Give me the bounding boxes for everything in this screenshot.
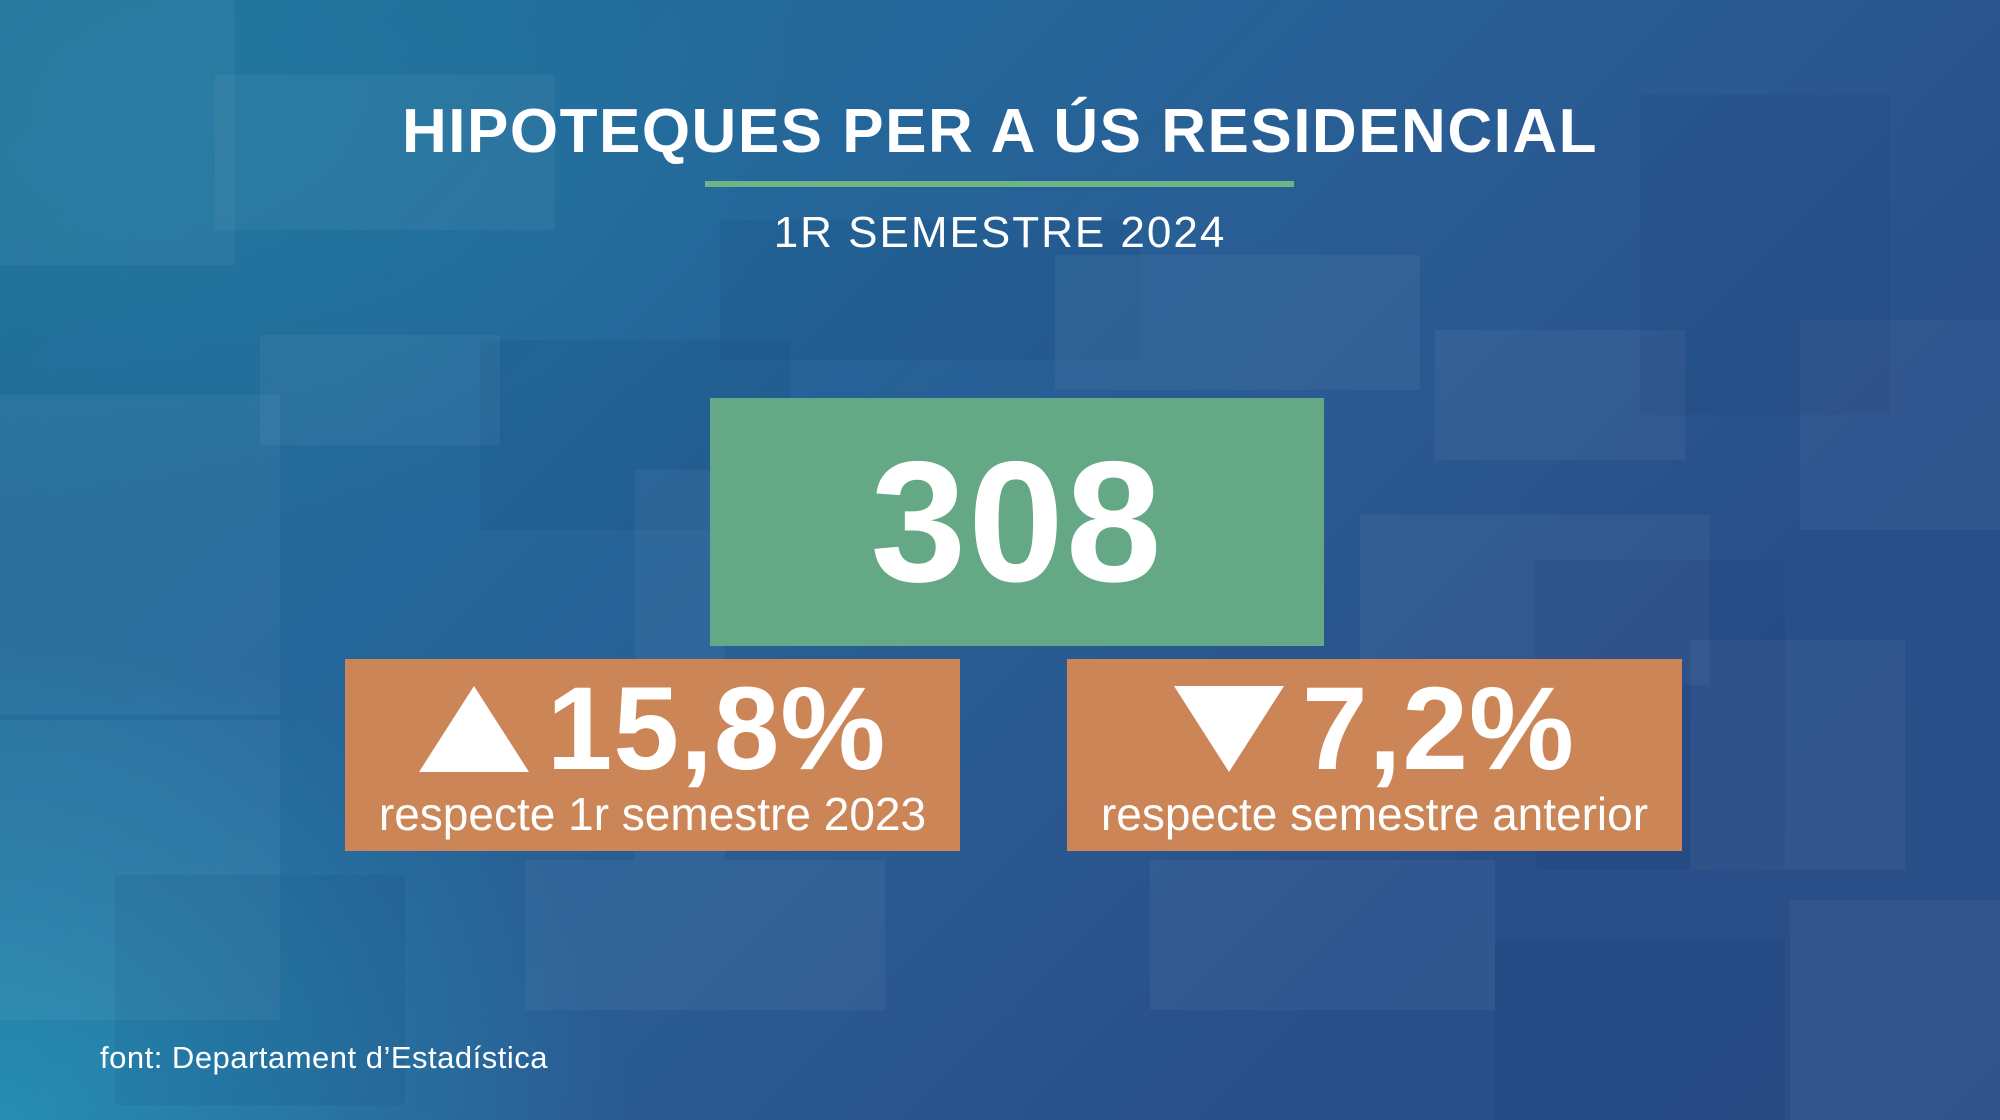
triangle-down-icon [1174, 685, 1285, 772]
yearly-change-value: 15,8% [546, 662, 887, 795]
total-mortgages-value: 308 [870, 426, 1164, 618]
page-title: HIPOTEQUES PER A ÚS RESIDENCIAL [402, 97, 1598, 166]
yearly-change-caption: respecte 1r semestre 2023 [378, 788, 927, 840]
title-underline [705, 181, 1294, 187]
yearly-change-box: 15,8% respecte 1r semestre 2023 [345, 659, 960, 851]
semester-change-value: 7,2% [1302, 662, 1575, 795]
total-mortgages-box: 308 [710, 398, 1324, 646]
triangle-up-icon [418, 685, 529, 772]
source-note: font: Departament d’Estadística [100, 1040, 549, 1075]
semester-change-main: 7,2% [1067, 662, 1682, 795]
yearly-change-main: 15,8% [345, 662, 960, 795]
semester-change-box: 7,2% respecte semestre anterior [1067, 659, 1682, 851]
page-subtitle: 1R SEMESTRE 2024 [773, 208, 1227, 257]
semester-change-caption: respecte semestre anterior [1100, 788, 1649, 840]
